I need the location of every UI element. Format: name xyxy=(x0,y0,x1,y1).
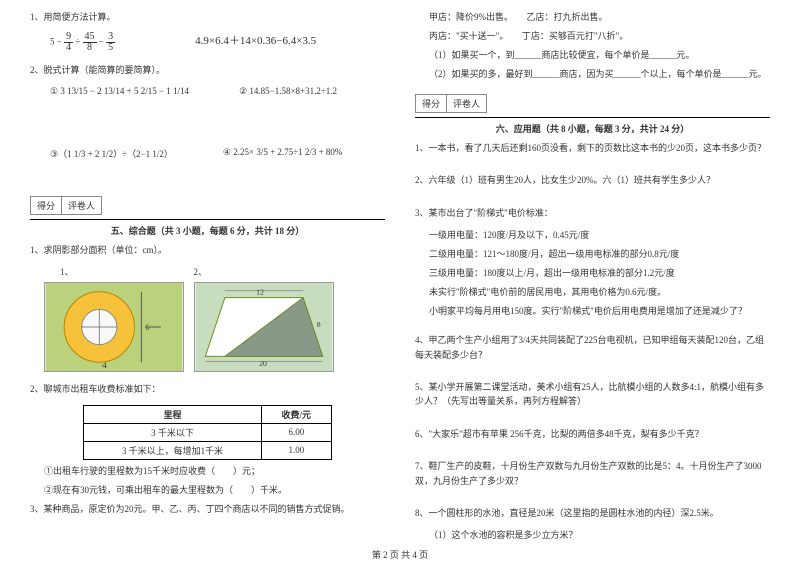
score-box-right: 得分 评卷人 xyxy=(415,94,487,113)
score-label-r: 得分 xyxy=(416,95,447,112)
q2-e4: ④ 2.25× 3/5 + 2.75÷1 2/3 + 80% xyxy=(223,147,342,160)
grader-label-r: 评卷人 xyxy=(447,95,486,112)
shops-b: 丙店："买十送一"。 丁店：买够百元打"八折"。 xyxy=(429,29,770,42)
q4-s1: ①出租车行驶的里程数为15千米时应收费（ ）元； xyxy=(44,464,385,477)
page-footer: 第 2 页 共 4 页 xyxy=(0,548,800,561)
q2-row1: ① 3 13/15 − 2 13/14 + 5 2/15 − 1 1/14 ② … xyxy=(50,86,385,97)
a3-l1: 3、某市出台了"阶梯式"电价标准： xyxy=(415,206,770,220)
a3-l2: 一级用电量：120度/月及以下，0.45元/度 xyxy=(429,228,770,241)
th2: 收费/元 xyxy=(261,405,331,423)
q1-expr-row: 5 − 94 ÷ 458 − 35 4.9×6.4＋14×0.36−6.4×3.… xyxy=(50,32,385,53)
shops-s2: （2）如果买的多，最好到______商店，因为买______个以上，每个单价是_… xyxy=(429,67,770,80)
q4-label: 2、聊城市出租车收费标准如下： xyxy=(30,382,385,396)
a1: 1、一本书，看了几天后还剩160页没看，剩下的页数比这本书的少20页，这本书多少… xyxy=(415,141,770,155)
th1: 里程 xyxy=(84,405,262,423)
q2-e3: ③（1 1/3 + 2 1/2）÷（2−1 1/2） xyxy=(50,147,173,160)
r2c1: 3 千米以上，每增加1千米 xyxy=(84,441,262,459)
right-column: 甲店：降价9%出售。 乙店：打九折出售。 丙店："买十送一"。 丁店：买够百元打… xyxy=(415,10,770,547)
a8-l1: 8、一个圆柱形的水池，直径是20米（这里指的是圆柱水池的内径）深2.5米。 xyxy=(415,506,770,520)
shops-a: 甲店：降价9%出售。 乙店：打九折出售。 xyxy=(429,10,770,23)
score-box-left: 得分 评卷人 xyxy=(30,196,102,215)
q4-s2: ②现在有30元钱，可乘出租车的最大里程数为（ ）千米。 xyxy=(44,483,385,496)
a3-l5: 未实行"阶梯式"电价前的居民用电，其用电价格为0.6元/度。 xyxy=(429,285,770,298)
q1-expr1: 5 − 94 ÷ 458 − 35 xyxy=(50,32,115,53)
svg-text:4: 4 xyxy=(102,360,107,370)
svg-text:12: 12 xyxy=(256,288,264,297)
q5: 3、某种商品，原定价为20元。甲、乙、丙、丁四个商店以不同的销售方式促销。 xyxy=(30,502,385,516)
left-column: 1、用简便方法计算。 5 − 94 ÷ 458 − 35 4.9×6.4＋14×… xyxy=(30,10,385,547)
r1c1: 3 千米以下 xyxy=(84,423,262,441)
q2-e1: ① 3 13/15 − 2 13/14 + 5 2/15 − 1 1/14 xyxy=(50,86,189,97)
a3-l3: 二级用电量：121～180度/月，超出一级用电标准的部分0.8元/度 xyxy=(429,247,770,260)
fare-table: 里程 收费/元 3 千米以下 6.00 3 千米以上，每增加1千米 1.00 xyxy=(83,405,332,460)
a7: 7、鞋厂生产的皮鞋，十月份生产双数与九月份生产双数的比是5：4。十月份生产了30… xyxy=(415,459,770,488)
section6-title: 六、应用题（共 8 小题，每题 3 分，共计 24 分） xyxy=(415,122,770,135)
a4: 4、甲乙两个生产小组用了3/4天共同装配了225台电视机，已知甲组每天装配120… xyxy=(415,333,770,362)
q1-label: 1、用简便方法计算。 xyxy=(30,10,385,24)
a6: 6、"大家乐"超市有苹果 256千克，比梨的两倍多48千克，梨有多少千克？ xyxy=(415,427,770,441)
grader-label: 评卷人 xyxy=(62,197,101,214)
a3-l4: 三级用电量：180度以上/月，超出一级用电标准的部分1.2元/度 xyxy=(429,266,770,279)
a5: 5、某小学开展第二课堂活动，美术小组有25人，比航模小组的人数多4:1，航模小组… xyxy=(415,380,770,409)
figure-trapezoid: 12 8 20 xyxy=(194,282,334,372)
q3-sub1: 1、 xyxy=(60,265,74,278)
q2-e2: ② 14.85−1.58×8+31.2÷1.2 xyxy=(239,86,337,97)
figure-row: 6 4 12 8 20 xyxy=(44,282,385,372)
r2c2: 1.00 xyxy=(261,441,331,459)
shops-s1: （1）如果买一个，到______商店比较便宜，每个单价是______元。 xyxy=(429,48,770,61)
score-label: 得分 xyxy=(31,197,62,214)
a8-l2: （1）这个水池的容积是多少立方米？ xyxy=(429,528,770,541)
a3-l6: 小明家平均每月用电150度。实行"阶梯式"电价后用电费用是增加了还是减少了？ xyxy=(429,304,770,317)
svg-text:20: 20 xyxy=(259,359,267,368)
q3-label: 1、求阴影部分面积（单位：cm）。 xyxy=(30,243,385,257)
q1-expr2: 4.9×6.4＋14×0.36−6.4×3.5 xyxy=(195,32,316,53)
q2-label: 2、脱式计算（能简算的要简算）。 xyxy=(30,63,385,77)
q2-row2: ③（1 1/3 + 2 1/2）÷（2−1 1/2） ④ 2.25× 3/5 +… xyxy=(50,147,385,160)
figure-ring: 6 4 xyxy=(44,282,184,372)
a2: 2、六年级（1）班有男生20人，比女生少20%。六（1）班共有学生多少人？ xyxy=(415,173,770,187)
q3-sub2: 2、 xyxy=(194,265,208,278)
r1c2: 6.00 xyxy=(261,423,331,441)
svg-text:8: 8 xyxy=(317,320,321,329)
section5-title: 五、综合题（共 3 小题，每题 6 分，共计 18 分） xyxy=(30,224,385,237)
